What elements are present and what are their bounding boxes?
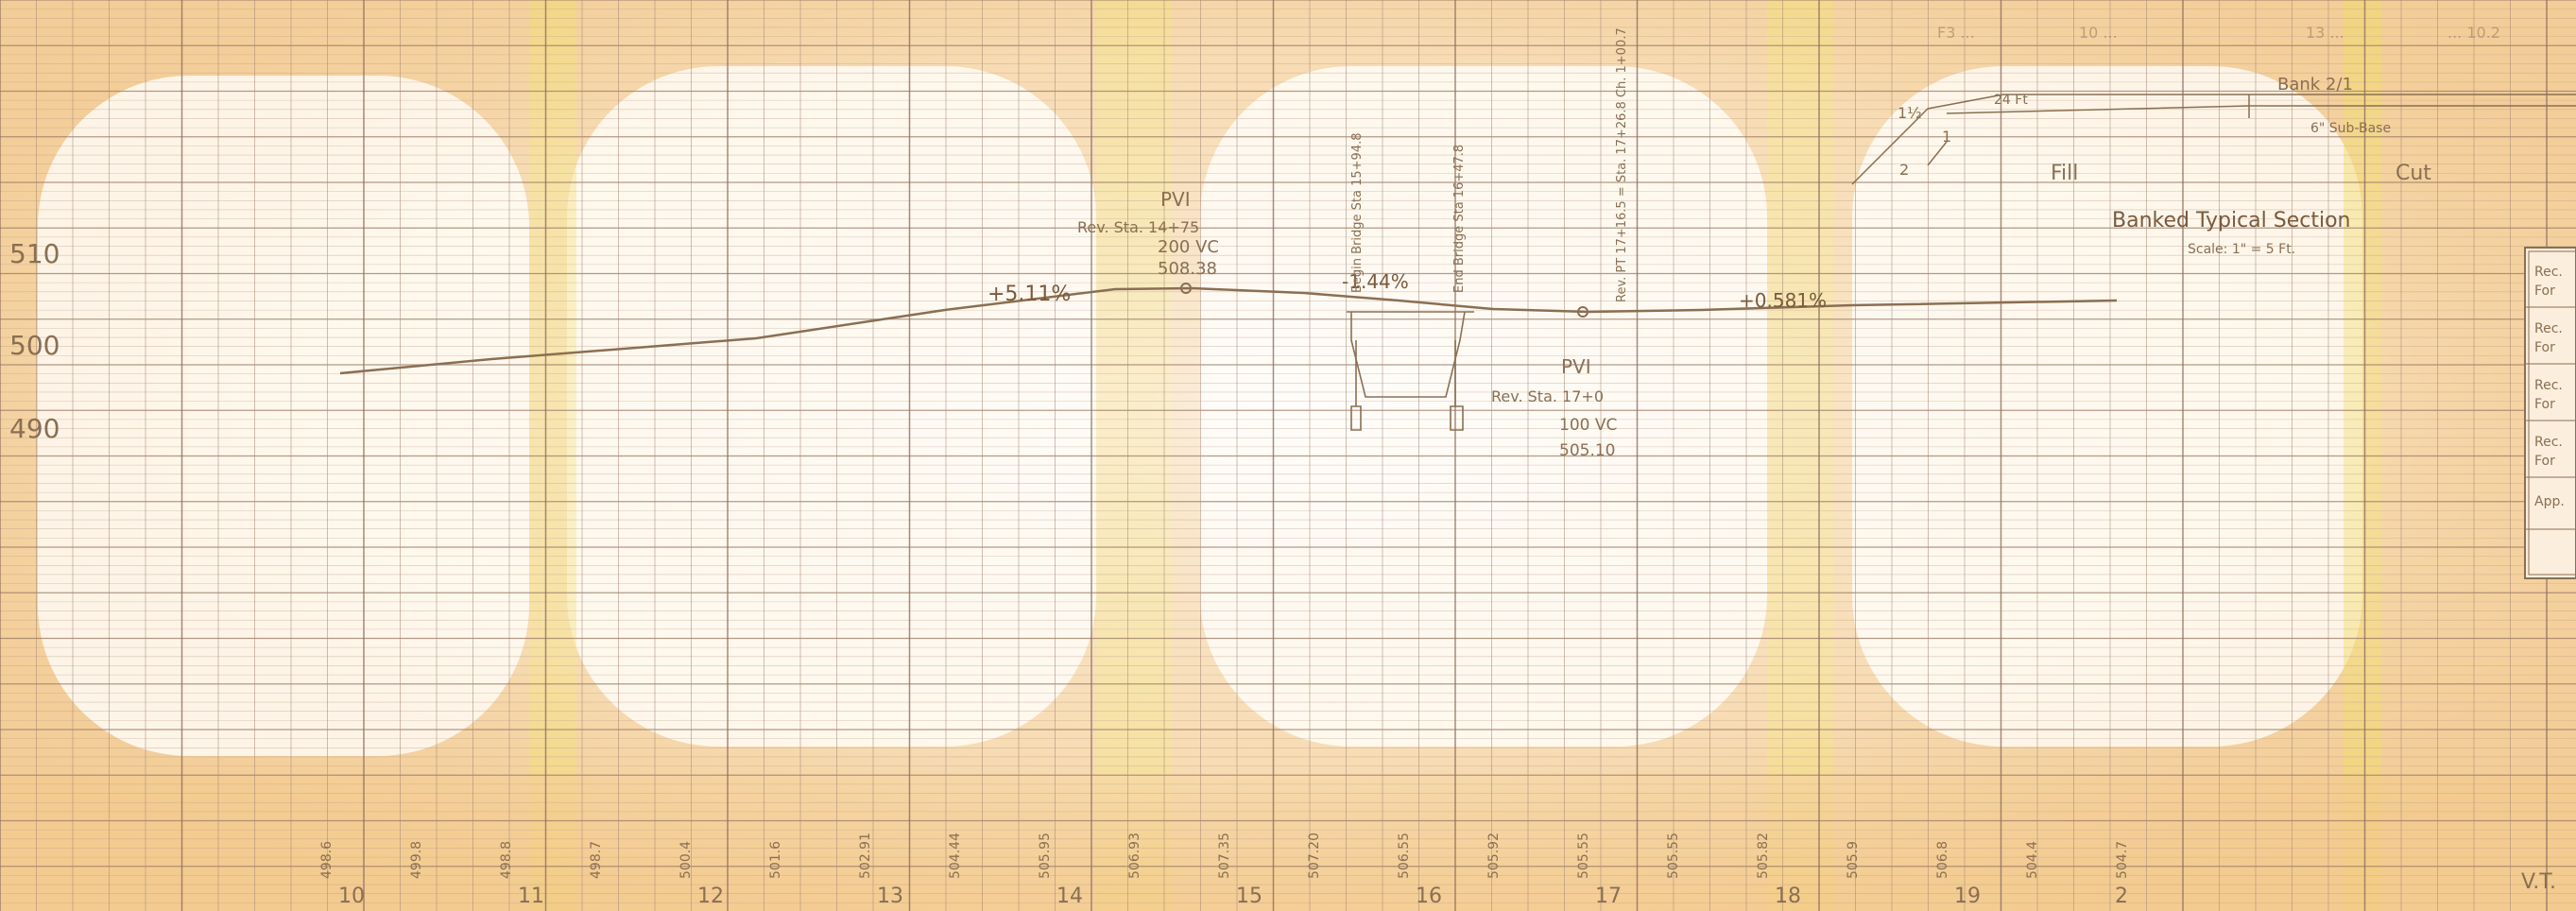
bottom-elevation-value: 506.8 (1935, 841, 1950, 879)
record-label: For (2534, 284, 2555, 299)
bottom-elevation-value: 507.35 (1217, 833, 1232, 879)
record-label: Rec. (2534, 435, 2563, 450)
record-label: For (2534, 454, 2555, 469)
station-label: 13 (877, 885, 903, 908)
bottom-elevation-value: 498.8 (499, 841, 514, 879)
pvi-marker (1577, 306, 1589, 318)
faint-top-text: 13 ... (2306, 24, 2344, 42)
bottom-elevation-row: 498.6 499.8 498.8 498.7 500.4 501.6 502.91 504.… (319, 833, 2130, 879)
section-cut: Cut (2396, 162, 2431, 185)
bottom-elevation-value: 505.9 (1846, 841, 1861, 879)
section-slope-1: 1½ (1898, 104, 1922, 122)
pvi-1-annotation: PVI Rev. Sta. 14+75 200 VC 508.38 (1077, 188, 1219, 279)
pvi-2-annotation: PVI Rev. Sta. 17+0 100 VC 505.10 (1491, 355, 1617, 460)
pvi-1-curve: 200 VC (1158, 237, 1219, 257)
bottom-elevation-value: 506.93 (1127, 833, 1142, 879)
section-title: Banked Typical Section (2112, 209, 2351, 232)
bottom-elevation-value: 501.6 (768, 841, 783, 879)
station-label: 11 (518, 885, 544, 908)
record-box: Rec. For Rec. For Rec. For Rec. For App. (2524, 247, 2576, 579)
bottom-elevation-value: 504.44 (948, 833, 963, 879)
corner-text: V.T. (2521, 870, 2556, 894)
bottom-elevation-value: 502.91 (858, 833, 873, 879)
station-label: 2 (2115, 885, 2128, 908)
bridge-begin-note: Begin Bridge Sta 15+94.8 (1350, 133, 1365, 294)
bottom-elevation-value: 504.7 (2115, 841, 2130, 879)
profile-grade-line (339, 286, 2118, 375)
section-slope-2: 1 (1942, 128, 1951, 146)
section-subbase: 6" Sub-Base (2310, 121, 2391, 136)
station-label: 10 (338, 885, 365, 908)
section-scale: Scale: 1" = 5 Ft. (2188, 242, 2295, 257)
pvi-marker (1180, 283, 1192, 294)
pvi-2-title: PVI (1561, 355, 1591, 378)
bottom-elevation-value: 507.20 (1307, 833, 1322, 879)
faint-top-text: 10 ... (2079, 24, 2118, 42)
record-label: For (2534, 340, 2555, 355)
bottom-elevation-value: 498.6 (319, 841, 335, 879)
grade-middle: -1.44% (1342, 270, 1409, 293)
station-label: 14 (1056, 885, 1083, 908)
bridge-sketch (1347, 311, 1474, 431)
faint-top-text: ... 10.2 (2447, 24, 2500, 42)
grade-left: +5.11% (987, 283, 1071, 306)
bottom-elevation-value: 505.55 (1666, 833, 1681, 879)
bottom-elevation-value: 506.55 (1397, 833, 1412, 879)
station-label: 19 (1954, 885, 1981, 908)
bridge-end-note: End Bridge Sta 16+47.8 (1452, 145, 1467, 293)
record-label: Rec. (2534, 378, 2563, 393)
station-label: 12 (697, 885, 724, 908)
grade-right: +0.581% (1739, 289, 1827, 312)
bottom-elevation-value: 500.4 (678, 841, 694, 879)
section-slope-3: 2 (1899, 161, 1909, 179)
bottom-elevation-value: 498.7 (589, 841, 604, 879)
rev-pt-note: Rev. PT 17+16.5 = Sta. 17+26.8 Ch. 1+00.… (1615, 27, 1629, 302)
record-label: For (2534, 397, 2555, 412)
pvi-1-title: PVI (1160, 188, 1191, 211)
bottom-elevation-value: 504.4 (2025, 841, 2040, 879)
record-label: Rec. (2534, 265, 2563, 280)
bottom-elevation-value: 505.55 (1576, 833, 1591, 879)
elevation-label-510: 510 (9, 238, 60, 269)
elevation-label-500: 500 (9, 330, 60, 361)
pvi-2-curve: 100 VC (1559, 416, 1617, 435)
record-label: App. (2534, 494, 2565, 509)
section-bank: Bank 2/1 (2277, 75, 2353, 95)
section-fill: Fill (2051, 162, 2078, 185)
station-label: 15 (1236, 885, 1262, 908)
record-label: Rec. (2534, 321, 2563, 336)
elevation-label-490: 490 (9, 413, 60, 444)
bottom-elevation-value: 499.8 (409, 841, 424, 879)
station-label-row: 10 11 12 13 14 15 16 17 18 19 2 (338, 885, 2128, 908)
pvi-1-elevation: 508.38 (1158, 259, 1217, 279)
section-dimension: 24 Ft (1994, 93, 2028, 108)
bottom-elevation-value: 505.95 (1038, 833, 1053, 879)
pvi-2-elevation: 505.10 (1559, 441, 1615, 460)
pvi-1-station: Rev. Sta. 14+75 (1077, 218, 1199, 236)
station-label: 18 (1775, 885, 1801, 908)
pvi-2-station: Rev. Sta. 17+0 (1491, 387, 1604, 405)
bottom-elevation-value: 505.82 (1756, 833, 1771, 879)
faint-top-text: F3 ... (1937, 24, 1975, 42)
typical-section-sketch (1851, 94, 2576, 185)
station-label: 16 (1416, 885, 1442, 908)
bottom-elevation-value: 505.92 (1486, 833, 1502, 879)
station-label: 17 (1595, 885, 1622, 908)
